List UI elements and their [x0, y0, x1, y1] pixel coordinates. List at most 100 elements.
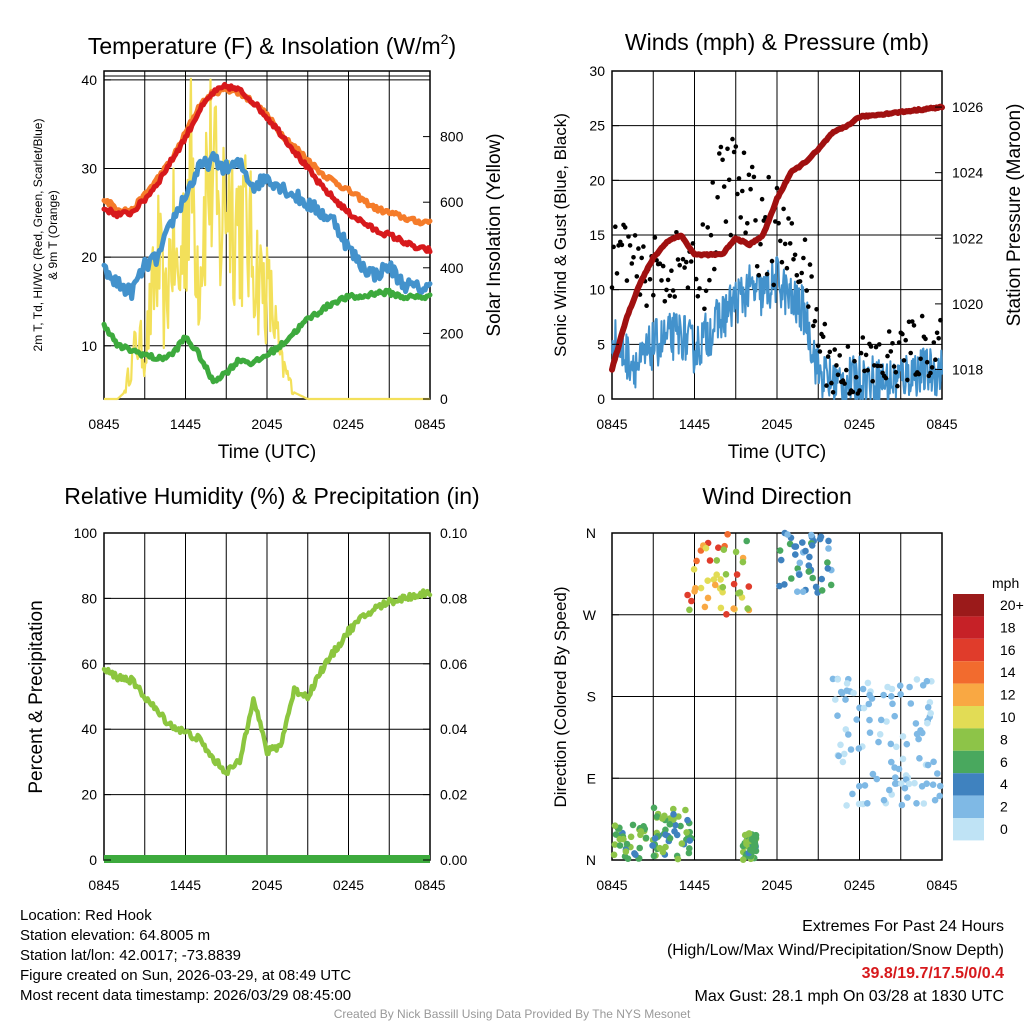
temp-ytick-label: 40 [81, 72, 97, 88]
gust-point [682, 265, 687, 270]
wind-xtick-label: 0245 [844, 416, 875, 432]
gust-point [910, 319, 915, 324]
gust-point [725, 146, 730, 152]
wind-direction-point [850, 689, 857, 697]
gust-point [832, 347, 837, 352]
wind-direction-point [861, 782, 869, 789]
gust-point [735, 191, 740, 197]
gust-point [929, 365, 935, 370]
wind-direction-point [924, 761, 932, 769]
gust-point [784, 265, 790, 271]
rh-ytick-label: 60 [81, 656, 97, 672]
wind-direction-point [829, 675, 837, 683]
rh-y2tick-label: 0.00 [440, 852, 467, 868]
gust-point [886, 329, 892, 334]
temp-y2tick-label: 800 [440, 129, 464, 145]
wind-direction-point [802, 547, 809, 555]
gust-point [834, 363, 839, 368]
gust-point [901, 358, 907, 363]
wind-direction-point [706, 557, 714, 564]
gust-point [865, 368, 870, 373]
insolation-y2-axis-label: Solar Insolation (Yellow) [484, 133, 505, 336]
gust-point [845, 344, 851, 349]
wind-direction-point [893, 780, 900, 787]
gust-point [644, 303, 649, 309]
gust-point [677, 262, 682, 268]
gust-point [877, 342, 882, 347]
wind-direction-point [853, 716, 860, 723]
wind-direction-point [662, 826, 669, 834]
wind-direction-point [904, 794, 911, 801]
gust-point [769, 258, 775, 264]
wind-direction-point [806, 553, 813, 561]
wdir-xtick-label: 1445 [679, 877, 710, 893]
wind-direction-point [913, 800, 920, 807]
wind-direction-point [792, 551, 799, 558]
gust-point [629, 261, 635, 266]
gust-point [740, 188, 745, 194]
wind-xtick-label: 1445 [679, 416, 710, 432]
wind-direction-point [733, 571, 741, 578]
wind-direction-point [869, 770, 877, 778]
gust-point [923, 336, 928, 342]
wind-direction-point [710, 576, 718, 583]
gust-point [664, 287, 669, 293]
wind-direction-point [856, 782, 863, 790]
wind-direction-point [719, 583, 727, 591]
gust-point [811, 323, 816, 329]
wind-direction-point [616, 842, 624, 849]
gust-point [883, 375, 889, 381]
gust-point [614, 271, 620, 276]
gust-point [764, 271, 770, 277]
wind-xtick-label: 0845 [926, 416, 957, 432]
wind-direction-point [781, 581, 788, 588]
wind-direction-point [666, 821, 674, 828]
wind-direction-point [670, 805, 677, 813]
latlon-text: Station lat/lon: 42.0017; -73.8839 [20, 947, 242, 964]
gust-point [825, 354, 831, 359]
wind-direction-point [736, 589, 744, 596]
wind-direction-point [683, 829, 690, 836]
colorbar-label: 18 [1000, 619, 1016, 635]
wind-direction-point [888, 758, 895, 766]
temp-ytick-label: 30 [81, 161, 97, 177]
gust-point [824, 383, 829, 388]
wind-direction-point [883, 718, 890, 725]
gust-point [844, 367, 849, 373]
wind-ytick-label: 15 [589, 227, 605, 243]
colorbar-label: 12 [1000, 687, 1016, 703]
gust-point [647, 277, 653, 282]
wind-direction-point [629, 821, 637, 829]
recent-data-text: Most recent data timestamp: 2026/03/29 0… [20, 987, 352, 1004]
wind-direction-point [855, 745, 863, 752]
gust-point [781, 206, 786, 212]
wind-direction-point [896, 682, 904, 689]
gust-point [720, 157, 725, 163]
hi-wc-series-line [101, 150, 433, 301]
gust-point [786, 216, 791, 221]
wind-direction-point [924, 719, 931, 727]
wind-direction-point [929, 781, 937, 788]
gust-point [779, 259, 785, 265]
gust-point [703, 288, 709, 294]
colorbar-swatch [953, 594, 984, 617]
gust-point [684, 259, 689, 265]
gust-point [659, 278, 664, 283]
wind-direction-point [732, 548, 740, 556]
wind-direction-point [684, 591, 691, 599]
gust-point [906, 319, 912, 325]
wind-direction-point [849, 790, 856, 798]
gust-point [731, 149, 737, 155]
wind-direction-point [791, 543, 798, 550]
gust-point [774, 185, 780, 191]
wind-direction-point [805, 562, 813, 569]
gust-point [815, 343, 821, 349]
gust-point [938, 317, 943, 323]
rh-xtick-label: 0845 [414, 877, 445, 893]
wind-direction-point [880, 691, 887, 699]
gust-point [627, 243, 633, 248]
wind-direction-point [876, 731, 884, 738]
temp-xtick-label: 2045 [251, 416, 282, 432]
